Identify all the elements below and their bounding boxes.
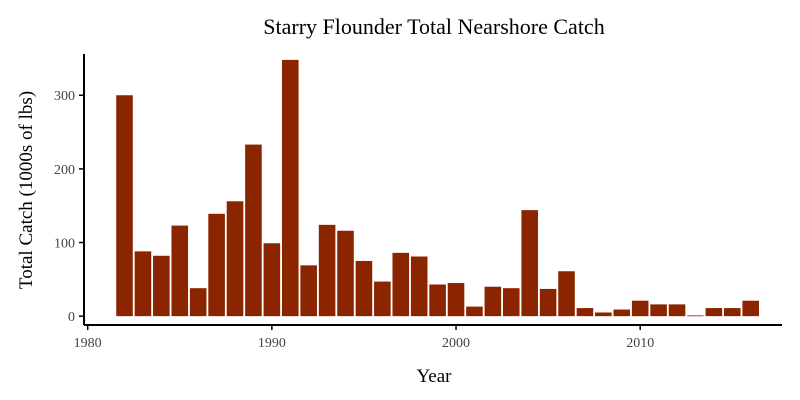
bar-2007 <box>576 308 594 317</box>
bar-2016 <box>742 300 759 317</box>
bar-2003 <box>502 288 520 317</box>
bar-2001 <box>466 306 483 317</box>
bar-2013 <box>687 315 704 317</box>
y-tick-label: 100 <box>54 237 75 252</box>
bar-1989 <box>245 144 262 317</box>
y-tick-label: 300 <box>54 89 75 104</box>
bar-1993 <box>318 224 336 317</box>
x-axis-title: Year <box>416 366 452 387</box>
bar-2009 <box>613 309 631 317</box>
chart-title: Starry Flounder Total Nearshore Catch <box>263 14 604 39</box>
bar-2011 <box>650 304 667 317</box>
bar-1987 <box>208 213 225 317</box>
x-axis-ticks: 1980 1990 2000 2010 <box>74 325 654 351</box>
bar-1998 <box>410 256 428 317</box>
bars-group <box>116 59 759 317</box>
x-tick-label: 1990 <box>258 336 286 351</box>
bar-1983 <box>134 251 152 317</box>
bar-2015 <box>723 308 741 317</box>
bar-1999 <box>429 284 446 317</box>
bar-1994 <box>337 230 354 317</box>
bar-2012 <box>668 304 686 317</box>
bar-1984 <box>153 255 170 317</box>
y-tick-label: 0 <box>68 310 75 325</box>
bar-1990 <box>263 243 281 317</box>
bar-2004 <box>521 210 538 317</box>
bar-1995 <box>355 260 373 317</box>
bar-1996 <box>374 281 391 317</box>
bar-1985 <box>171 225 189 317</box>
bar-2008 <box>595 312 612 317</box>
x-tick-label: 2010 <box>626 336 654 351</box>
bar-2000 <box>447 283 465 317</box>
bar-1991 <box>281 59 299 317</box>
x-tick-label: 1980 <box>74 336 102 351</box>
x-tick-label: 2000 <box>442 336 470 351</box>
bar-2002 <box>484 286 502 317</box>
y-axis-ticks: 0 100 200 300 <box>54 89 84 325</box>
y-tick-label: 200 <box>54 163 75 178</box>
bar-2010 <box>631 300 649 317</box>
bar-2006 <box>558 271 575 317</box>
bar-1982 <box>116 95 133 317</box>
bar-2014 <box>705 308 723 317</box>
bar-1992 <box>300 265 317 317</box>
y-axis-title: Total Catch (1000s of lbs) <box>16 91 37 289</box>
bar-1988 <box>226 201 244 317</box>
bar-1986 <box>189 288 207 317</box>
bar-1997 <box>392 252 410 317</box>
bar-2005 <box>539 288 557 317</box>
